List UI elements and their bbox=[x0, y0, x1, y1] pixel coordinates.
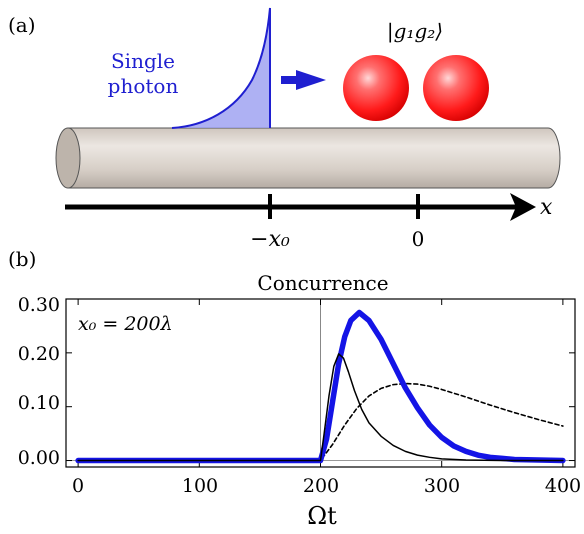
tick-zero: 0 bbox=[412, 227, 425, 251]
series-line-thin-black bbox=[77, 353, 564, 462]
ytick-label-0-10: 0.10 bbox=[18, 392, 60, 414]
ytick-label-0-30: 0.30 bbox=[18, 294, 60, 316]
ytick-label-0-20: 0.20 bbox=[18, 343, 60, 365]
tick-neg-x0: −x₀ bbox=[250, 227, 290, 252]
chart bbox=[65, 298, 576, 468]
photon-label-line1: Single bbox=[111, 49, 175, 73]
waveguide bbox=[55, 127, 561, 189]
xtick-label-100: 100 bbox=[182, 475, 218, 497]
position-axis bbox=[65, 193, 536, 221]
xtick-label-400: 400 bbox=[545, 475, 581, 497]
series-line-thick-blue bbox=[75, 309, 566, 464]
atom-2 bbox=[423, 55, 489, 121]
x0-annotation: x₀ = 200λ bbox=[78, 313, 173, 335]
ytick-label-0-00: 0.00 bbox=[18, 447, 60, 469]
xtick-label-0: 0 bbox=[72, 475, 84, 497]
propagation-arrow-icon bbox=[281, 70, 326, 90]
atom-1 bbox=[343, 55, 409, 121]
x-axis-label: Ωt bbox=[307, 502, 337, 530]
chart-title: Concurrence bbox=[257, 271, 388, 295]
photon-wavepacket bbox=[171, 7, 271, 129]
xtick-label-300: 300 bbox=[424, 475, 460, 497]
photon-label-line2: photon bbox=[108, 74, 179, 98]
series-group bbox=[75, 309, 566, 464]
panel-a-label: (a) bbox=[8, 13, 36, 37]
xtick-label-200: 200 bbox=[303, 475, 339, 497]
panel-b-label: (b) bbox=[8, 247, 36, 271]
atom-state-label: |g₁g₂⟩ bbox=[387, 19, 443, 44]
axis-variable: x bbox=[540, 195, 553, 220]
